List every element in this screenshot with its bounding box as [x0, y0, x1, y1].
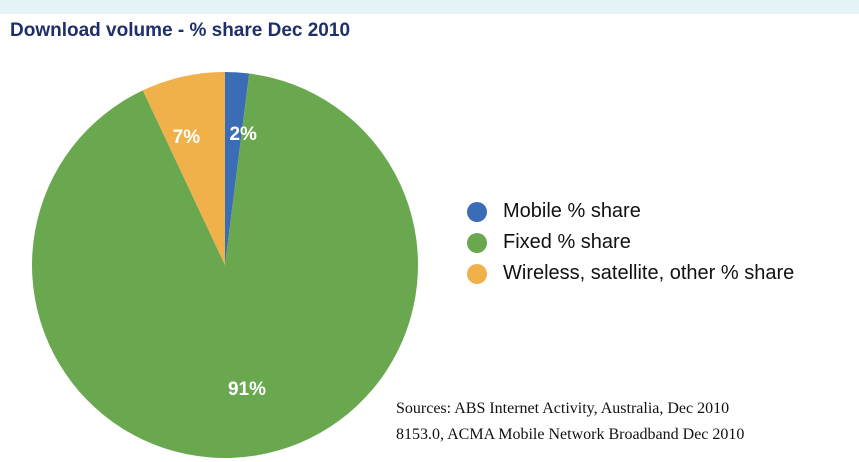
legend-swatch-mobile	[467, 201, 487, 222]
legend-item-wireless: Wireless, satellite, other % share	[467, 258, 794, 289]
legend-item-fixed: Fixed % share	[467, 227, 794, 258]
data-label-fixed: 91%	[228, 379, 266, 400]
legend-label-mobile: Mobile % share	[503, 200, 641, 222]
legend-label-fixed: Fixed % share	[503, 231, 631, 253]
chart-title: Download volume - % share Dec 2010	[10, 20, 351, 41]
slice-mobile	[225, 72, 250, 265]
data-label-mobile: 2%	[229, 124, 257, 145]
slice-wireless	[142, 72, 225, 265]
data-label-wireless: 7%	[173, 127, 201, 148]
slice-fixed	[32, 73, 419, 458]
legend-swatch-wireless	[467, 263, 487, 284]
sources-note: Sources: ABS Internet Activity, Australi…	[396, 396, 744, 448]
legend-swatch-fixed	[467, 232, 487, 253]
legend-label-wireless: Wireless, satellite, other % share	[503, 262, 795, 284]
legend-item-mobile: Mobile % share	[467, 196, 794, 227]
legend: Mobile % share Fixed % share Wireless, s…	[467, 196, 794, 289]
sources-line-2: 8153.0, ACMA Mobile Network Broadband De…	[396, 426, 745, 443]
sources-line-1: Sources: ABS Internet Activity, Australi…	[396, 400, 730, 417]
